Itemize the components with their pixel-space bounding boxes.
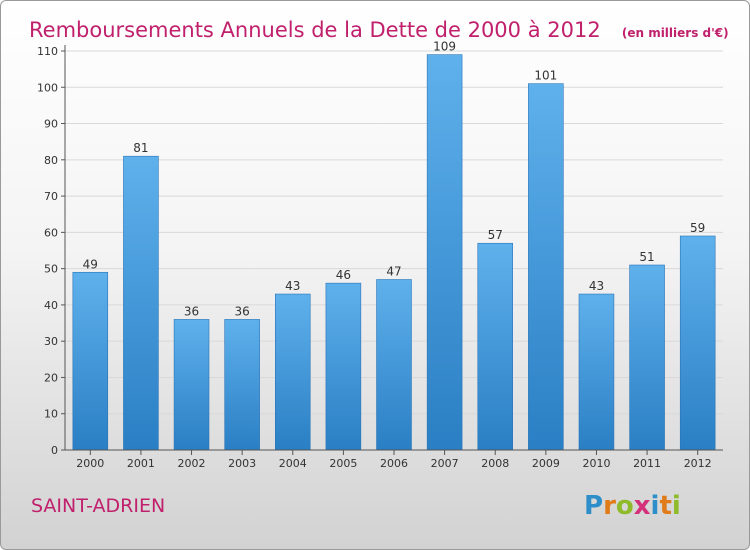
logo-letter: i xyxy=(671,491,681,521)
x-tick-label-2012: 2012 xyxy=(684,457,712,470)
y-tick-label: 30 xyxy=(44,335,58,348)
x-tick-label-2000: 2000 xyxy=(76,457,104,470)
logo-letter: r xyxy=(603,491,616,521)
logo-letter: i xyxy=(650,491,660,521)
value-label-2010: 43 xyxy=(589,279,604,293)
bar-2009 xyxy=(528,83,564,451)
bar-2005 xyxy=(325,282,362,451)
value-label-2001: 81 xyxy=(133,141,148,155)
value-label-2000: 49 xyxy=(83,257,98,271)
x-tick-label-2009: 2009 xyxy=(532,457,560,470)
bar-2001 xyxy=(123,155,159,451)
y-tick-label: 70 xyxy=(44,190,58,203)
value-label-2009: 101 xyxy=(534,69,557,83)
x-tick-label-2011: 2011 xyxy=(633,457,661,470)
value-label-2006: 47 xyxy=(386,265,401,279)
logo-letter: o xyxy=(615,491,634,521)
bar-series: 49 81 36 36 43 46 47 109 57 101 43 51 59 xyxy=(72,40,716,451)
y-tick-label: 110 xyxy=(37,45,58,58)
y-tick-label: 40 xyxy=(44,299,58,312)
logo-letter: P xyxy=(584,491,604,521)
chart-title: Remboursements Annuels de la Dette de 20… xyxy=(29,7,729,45)
axes: 0 10 20 30 40 50 60 70 80 90 100 110 2000 2001 2002 200… xyxy=(37,45,723,470)
bar-2008 xyxy=(477,242,513,451)
y-tick-label: 90 xyxy=(44,118,58,131)
x-tick-label-2004: 2004 xyxy=(279,457,307,470)
bar-2012 xyxy=(679,235,716,451)
value-label-2002: 36 xyxy=(184,304,199,318)
x-tick-label-2006: 2006 xyxy=(380,457,408,470)
chart-title-text: Remboursements Annuels de la Dette de 20… xyxy=(29,18,601,42)
bar-2004 xyxy=(275,293,311,451)
bar-2010 xyxy=(578,293,615,451)
chart-unit-note: (en milliers d'€) xyxy=(621,26,729,40)
value-label-2008: 57 xyxy=(488,228,503,242)
y-tick-label: 20 xyxy=(44,371,58,384)
value-label-2007: 109 xyxy=(433,40,456,54)
y-tick-label: 0 xyxy=(51,444,58,457)
value-label-2011: 51 xyxy=(639,250,654,264)
bar-2006 xyxy=(376,279,412,451)
x-tick-label-2002: 2002 xyxy=(178,457,206,470)
bar-2007 xyxy=(426,54,463,451)
bar-2002 xyxy=(173,319,210,451)
value-label-2004: 43 xyxy=(285,279,300,293)
x-tick-label-2003: 2003 xyxy=(228,457,256,470)
y-tick-label: 60 xyxy=(44,226,58,239)
proxiti-logo: Proxiti xyxy=(584,491,681,521)
bar-2011 xyxy=(629,264,665,451)
y-tick-label: 50 xyxy=(44,263,58,276)
y-tick-label: 10 xyxy=(44,408,58,421)
bar-2000 xyxy=(72,271,109,451)
x-tick-label-2008: 2008 xyxy=(481,457,509,470)
bar-2003 xyxy=(224,319,260,451)
y-tick-label: 100 xyxy=(37,81,58,94)
logo-letter: x xyxy=(633,491,651,521)
x-tick-label-2010: 2010 xyxy=(582,457,610,470)
x-tick-label-2005: 2005 xyxy=(329,457,357,470)
value-label-2005: 46 xyxy=(336,268,351,282)
y-tick-label: 80 xyxy=(44,154,58,167)
location-name: SAINT-ADRIEN xyxy=(31,495,166,517)
x-tick-label-2001: 2001 xyxy=(127,457,155,470)
value-label-2003: 36 xyxy=(235,304,250,318)
value-label-2012: 59 xyxy=(690,221,705,235)
x-tick-label-2007: 2007 xyxy=(431,457,459,470)
logo-letter: t xyxy=(659,491,672,521)
